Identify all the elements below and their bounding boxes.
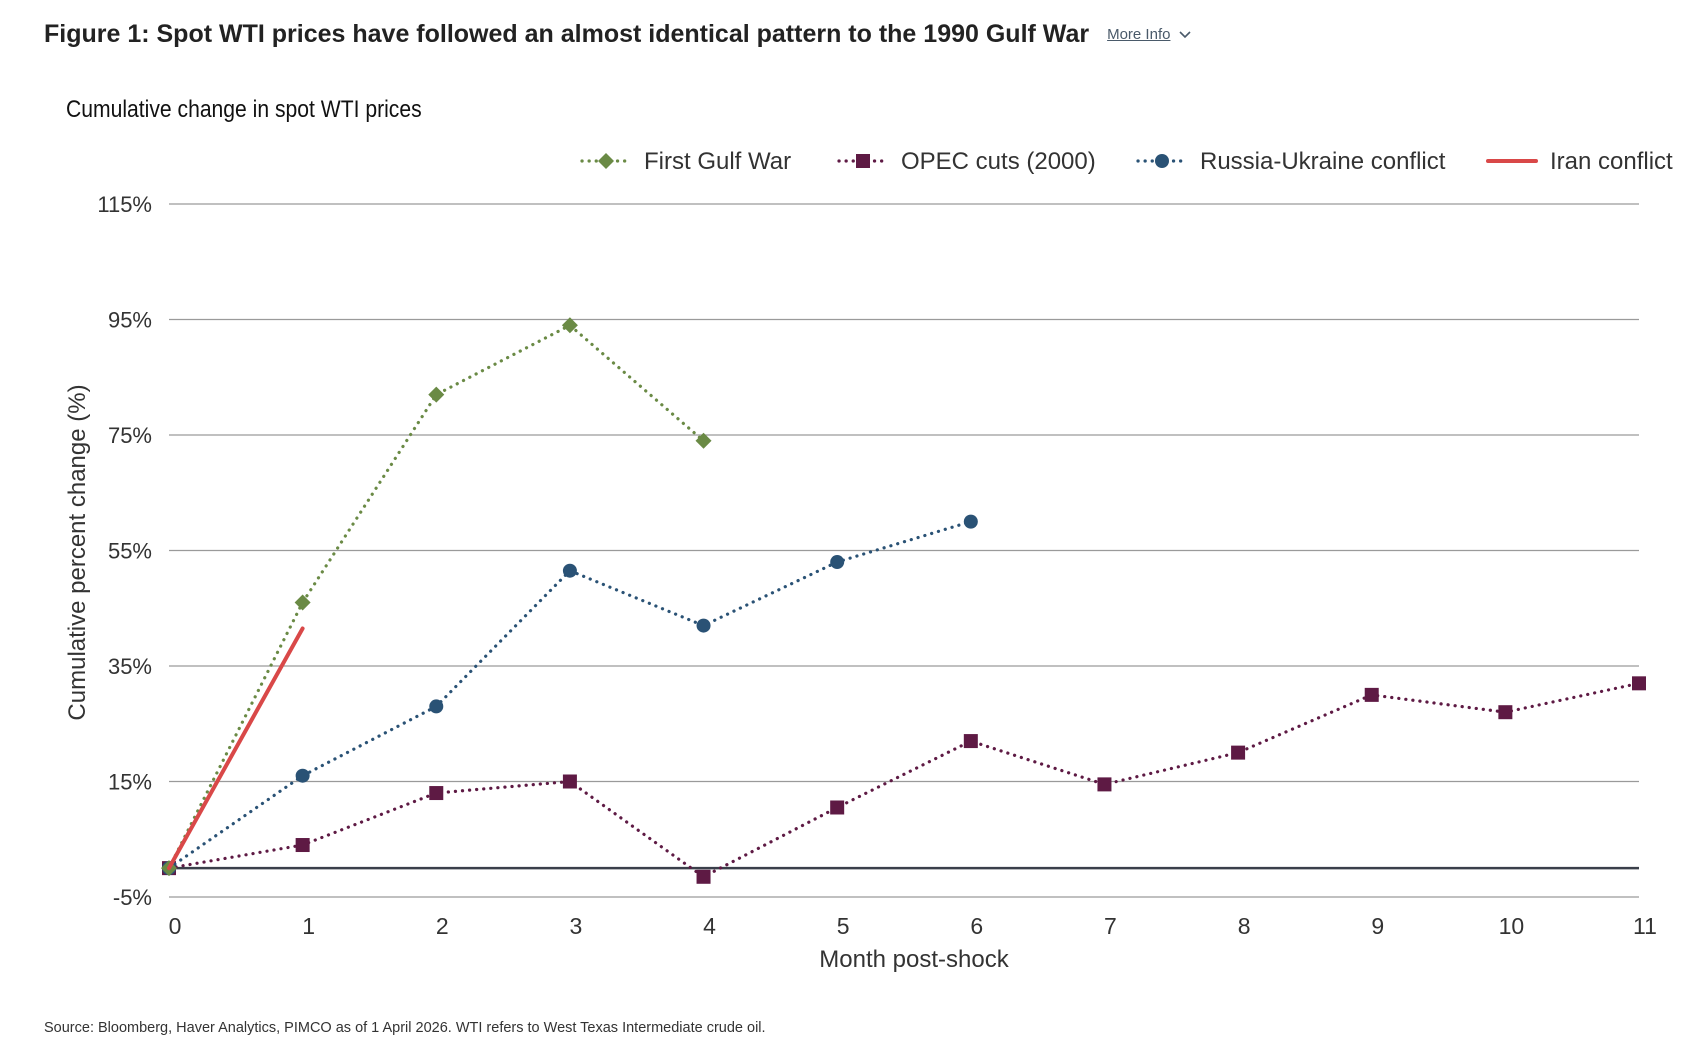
series-line-iran-conflict — [167, 626, 305, 871]
more-info-label: More Info — [1107, 26, 1171, 43]
data-point-russia-ukraine-conflict — [963, 514, 978, 529]
data-point-opec-cuts-2000 — [1364, 687, 1379, 702]
data-point-opec-cuts-2000 — [1498, 705, 1513, 720]
chevron-down-icon — [1179, 30, 1192, 38]
source-note: Source: Bloomberg, Haver Analytics, PIMC… — [44, 1020, 766, 1036]
x-tick-label: 4 — [703, 913, 716, 939]
line-chart: -5% 15% 35% 55% 75% 95% 115% 0 1 2 3 4 5 6 7 8 9 10 11 Mont… — [64, 148, 1673, 973]
data-point-russia-ukraine-conflict — [429, 699, 444, 714]
x-tick-label: 10 — [1499, 913, 1525, 939]
x-tick-label: 5 — [837, 913, 850, 939]
y-tick-label: 75% — [108, 423, 152, 448]
y-tick-label: -5% — [113, 885, 152, 910]
x-tick-label: 6 — [970, 913, 983, 939]
series-line-first-gulf-war — [167, 323, 706, 870]
chart-title: Cumulative change in spot WTI prices — [66, 96, 422, 123]
y-tick-label: 95% — [108, 308, 152, 333]
data-point-russia-ukraine-conflict — [830, 555, 845, 570]
legend-label-first-gulf-war: First Gulf War — [644, 148, 791, 175]
data-point-opec-cuts-2000 — [830, 800, 845, 815]
more-info-toggle[interactable]: More Info — [1107, 26, 1192, 43]
y-tick-label: 115% — [97, 192, 152, 217]
y-tick-label: 55% — [108, 539, 152, 564]
legend-label-opec-cuts-2000: OPEC cuts (2000) — [901, 148, 1096, 175]
figure-title: Figure 1: Spot WTI prices have followed … — [44, 20, 1090, 48]
x-tick-label: 3 — [570, 913, 583, 939]
data-point-first-gulf-war — [695, 432, 712, 449]
data-point-first-gulf-war — [561, 317, 578, 334]
series-line-opec-cuts-2000 — [167, 681, 1641, 879]
x-tick-label: 11 — [1633, 913, 1657, 939]
data-point-opec-cuts-2000 — [963, 734, 978, 749]
x-tick-label: 2 — [436, 913, 449, 939]
data-point-russia-ukraine-conflict — [696, 618, 711, 633]
x-tick-label: 8 — [1238, 913, 1251, 939]
y-tick-label: 35% — [108, 654, 152, 679]
data-point-opec-cuts-2000 — [295, 838, 310, 853]
x-tick-label: 7 — [1104, 913, 1117, 939]
legend-label-russia-ukraine-conflict: Russia-Ukraine conflict — [1200, 148, 1446, 175]
x-axis-label: Month post-shock — [819, 946, 1009, 973]
legend-marker-russia-ukraine-conflict — [1155, 154, 1169, 168]
x-tick-label: 9 — [1371, 913, 1384, 939]
x-tick-label: 0 — [169, 913, 182, 939]
data-point-opec-cuts-2000 — [1097, 777, 1112, 792]
data-point-first-gulf-war — [428, 386, 445, 403]
data-point-first-gulf-war — [294, 594, 311, 611]
data-point-opec-cuts-2000 — [562, 774, 577, 789]
data-point-russia-ukraine-conflict — [562, 563, 577, 578]
x-tick-label: 1 — [302, 913, 315, 939]
y-axis-label: Cumulative percent change (%) — [64, 384, 91, 720]
y-tick-label: 15% — [108, 770, 152, 795]
data-point-opec-cuts-2000 — [429, 786, 444, 801]
data-point-russia-ukraine-conflict — [295, 768, 310, 783]
data-point-opec-cuts-2000 — [1632, 676, 1646, 691]
legend-marker-first-gulf-war — [598, 153, 614, 169]
figure-header: Figure 1: Spot WTI prices have followed … — [44, 20, 1192, 49]
data-point-opec-cuts-2000 — [696, 869, 711, 884]
legend-marker-opec-cuts-2000 — [856, 154, 870, 168]
data-point-opec-cuts-2000 — [1231, 745, 1246, 760]
legend-label-iran-conflict: Iran conflict — [1550, 148, 1673, 175]
